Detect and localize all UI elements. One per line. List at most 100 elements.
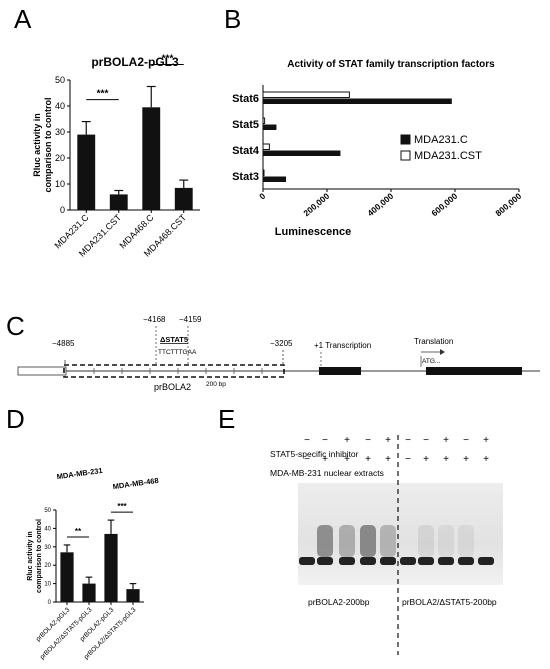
chart-b-bar-c bbox=[263, 176, 287, 182]
chart-b-x-tick-label: 200,000 bbox=[301, 191, 331, 219]
chart-a-prbola2-pgl3: prBOLA2-pGL3 0 10 20 30 40 50 Rluc activity inc… bbox=[32, 54, 200, 259]
exon-2 bbox=[426, 367, 522, 375]
gel-shift-band bbox=[458, 525, 474, 557]
extract-sign: + bbox=[344, 454, 350, 465]
chart-b-x-tick-label: 600,000 bbox=[429, 191, 459, 219]
inhibitor-sign: − bbox=[463, 435, 469, 446]
inhibitor-sign-row: − − + − + − − + − + bbox=[304, 435, 489, 446]
extract-sign: + bbox=[385, 454, 391, 465]
chart-b-category-label: Stat4 bbox=[232, 145, 260, 157]
diagram-c-promoter-map: −4885 −3205 −4168 −4159 ΔSTAT5 TTCTTTGAA… bbox=[17, 315, 540, 392]
chart-b-category-label: Stat6 bbox=[232, 93, 259, 105]
chart-d-bar bbox=[126, 589, 140, 602]
chart-b-category-label: Stat3 bbox=[232, 171, 259, 183]
gel-shift-band bbox=[339, 525, 355, 557]
chart-b-x-label: Luminescence bbox=[275, 226, 351, 238]
inhibitor-sign: + bbox=[443, 435, 449, 446]
chart-d-y-tick-label: 20 bbox=[44, 563, 51, 569]
panel-letter-e: E bbox=[218, 404, 236, 434]
gel-free-probe-band bbox=[418, 557, 434, 565]
inhibitor-sign: + bbox=[344, 435, 350, 446]
inhibitor-sign: + bbox=[483, 435, 489, 446]
label-probe-left: prBOLA2-200bp bbox=[308, 597, 370, 607]
gel-e-emsa: STAT5-specific inhibitor MDA-MB-231 nucl… bbox=[270, 435, 503, 655]
chart-d-group-label: MDA-MB-468 bbox=[112, 476, 159, 491]
inhibitor-sign: − bbox=[423, 435, 429, 446]
gel-free-probe-band bbox=[400, 557, 416, 565]
chart-b-bar-c bbox=[263, 150, 341, 156]
chart-d-y-tick-label: 50 bbox=[44, 508, 51, 514]
chart-b-stat-activity: Activity of STAT family transcription fa… bbox=[232, 59, 523, 238]
chart-a-plot: prBOLA2-pGL3 0 10 20 30 40 50 Rluc activity inc… bbox=[32, 54, 200, 259]
label-promoter: prBOLA2 bbox=[154, 382, 191, 392]
label-translation: Translation bbox=[414, 337, 453, 346]
exon-1 bbox=[319, 367, 361, 375]
chart-d-significance-label: ** bbox=[75, 527, 82, 536]
gel-free-probe-band bbox=[360, 557, 376, 565]
chart-d-bar bbox=[82, 583, 96, 602]
chart-a-y-label: Rluc activity incomparison to control bbox=[32, 97, 53, 192]
chart-b-bar-cst bbox=[262, 169, 265, 176]
upstream-region bbox=[17, 366, 67, 376]
chart-b-category-label: Stat5 bbox=[232, 119, 259, 131]
chart-d-y-tick-label: 10 bbox=[44, 582, 51, 588]
panel-letter-a: A bbox=[14, 4, 32, 34]
chart-b-x-tick-label: 800,000 bbox=[493, 191, 523, 219]
panel-letter-c: C bbox=[6, 311, 25, 341]
label-pos-3205: −3205 bbox=[270, 339, 293, 348]
extract-sign: − bbox=[304, 454, 310, 465]
extract-sign: + bbox=[423, 454, 429, 465]
chart-a-significance-label: *** bbox=[162, 54, 174, 65]
chart-b-legend-swatch bbox=[400, 150, 411, 161]
chart-a-bar bbox=[109, 194, 128, 210]
label-inhibitor: STAT5-specific inhibitor bbox=[270, 449, 359, 459]
gel-free-probe-band bbox=[458, 557, 474, 565]
extract-sign: + bbox=[322, 454, 328, 465]
chart-b-plot: Activity of STAT family transcription fa… bbox=[232, 59, 523, 238]
chart-b-x-tick-label: 400,000 bbox=[365, 191, 395, 219]
label-pos-4168: −4168 bbox=[143, 315, 166, 324]
chart-a-y-tick-label: 40 bbox=[55, 101, 65, 111]
chart-a-title: prBOLA2-pGL3 bbox=[91, 55, 179, 69]
chart-d-significance-label: *** bbox=[117, 502, 127, 511]
chart-a-bar bbox=[142, 107, 161, 210]
chart-a-bar bbox=[174, 187, 193, 210]
chart-a-y-tick-label: 0 bbox=[60, 205, 65, 215]
chart-a-y-tick-label: 30 bbox=[55, 127, 65, 137]
label-probe-right: prBOLA2/ΔSTAT5-200bp bbox=[402, 597, 497, 607]
gel-free-probe-band bbox=[380, 557, 396, 565]
gel-lanes bbox=[299, 525, 494, 565]
chart-b-bar-cst bbox=[262, 117, 266, 124]
chart-d-y-tick-label: 40 bbox=[44, 526, 51, 532]
extract-sign: + bbox=[443, 454, 449, 465]
extract-sign: + bbox=[463, 454, 469, 465]
promoter-box bbox=[63, 364, 285, 378]
chart-d-y-label: Rluc activity in comparison to control bbox=[27, 519, 43, 593]
inhibitor-sign: − bbox=[304, 435, 310, 446]
chart-b-bar-cst bbox=[262, 91, 350, 98]
chart-a-significance-label: *** bbox=[97, 89, 109, 100]
chart-a-y-tick-label: 10 bbox=[55, 179, 65, 189]
extract-sign: + bbox=[483, 454, 489, 465]
label-transcription: +1 Transcription bbox=[314, 341, 371, 350]
chart-d-group-label: MDA-MB-231 bbox=[56, 466, 103, 481]
inhibitor-sign: − bbox=[405, 435, 411, 446]
gel-shift-band bbox=[317, 525, 333, 557]
scale-ticks bbox=[93, 368, 263, 374]
chart-d-bar bbox=[104, 533, 118, 602]
extract-sign: + bbox=[365, 454, 371, 465]
chart-d-y-tick-label: 0 bbox=[48, 600, 52, 606]
label-seq: TTCTTTGAA bbox=[158, 349, 197, 356]
chart-a-bar bbox=[77, 134, 96, 210]
gel-shift-band bbox=[380, 525, 396, 557]
gel-shift-band bbox=[360, 525, 376, 557]
chart-a-y-tick-label: 20 bbox=[55, 153, 65, 163]
label-pos-4885: −4885 bbox=[52, 339, 75, 348]
chart-b-title: Activity of STAT family transcription fa… bbox=[287, 59, 495, 70]
panel-letter-d: D bbox=[6, 404, 25, 434]
inhibitor-sign: + bbox=[385, 435, 391, 446]
label-pos-4159: −4159 bbox=[179, 315, 202, 324]
label-scale: 200 bp bbox=[206, 381, 226, 388]
